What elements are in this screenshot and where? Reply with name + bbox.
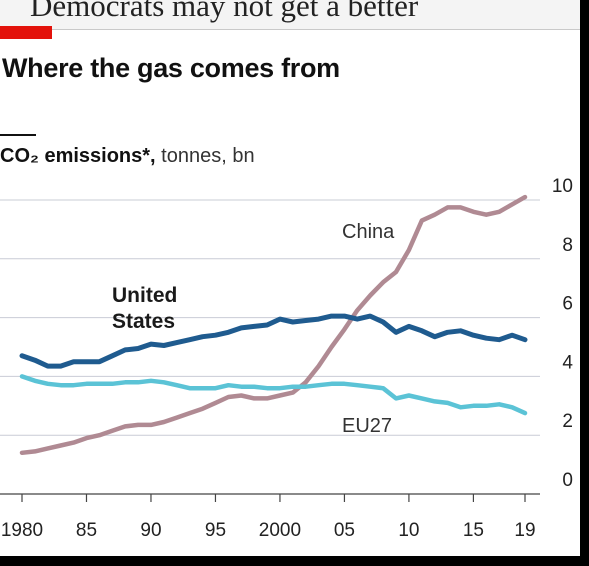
y-tick-label: 0 [562,470,573,491]
x-tick-label: 95 [205,520,226,541]
x-tick-label: 1980 [1,520,43,541]
united-states-label-line1: United [112,284,177,307]
y-tick-label: 6 [562,294,573,315]
chart-title: Where the gas comes from [2,53,340,83]
chart-subtitle: CO₂ emissions*, tonnes, bn [0,134,255,168]
brand-red-tag [0,26,52,39]
y-tick-label: 8 [562,235,573,256]
header-divider [0,29,580,30]
y-tick-label: 2 [562,411,573,432]
x-tick-label: 10 [398,520,419,541]
x-tick-label: 90 [140,520,161,541]
eu27-label: EU27 [342,415,392,437]
y-tick-label: 4 [562,352,573,373]
article-header-fragment: Democrats may not get a better [0,0,580,30]
chart-panel: Democrats may not get a better Where the… [0,0,580,556]
article-headline: Democrats may not get a better [30,0,419,23]
x-tick-label: 85 [76,520,97,541]
y-tick-label: 10 [552,176,573,197]
x-tick-label: 05 [334,520,355,541]
china-line [19,194,528,456]
subtitle-measure: CO₂ emissions*, [0,145,156,167]
subtitle-unit: tonnes, bn [161,145,255,167]
line-chart: 0 2 4 6 8 10 1980 85 90 95 2000 05 10 15 19 United State… [0,176,573,541]
x-tick-label: 15 [463,520,484,541]
china-label: China [342,221,395,243]
x-tick-label: 2000 [259,520,301,541]
subtitle-overline [0,134,36,136]
united-states-line [19,313,528,369]
x-tick-label: 19 [514,520,535,541]
eu27-line [19,374,528,416]
united-states-label-line2: States [112,310,175,333]
